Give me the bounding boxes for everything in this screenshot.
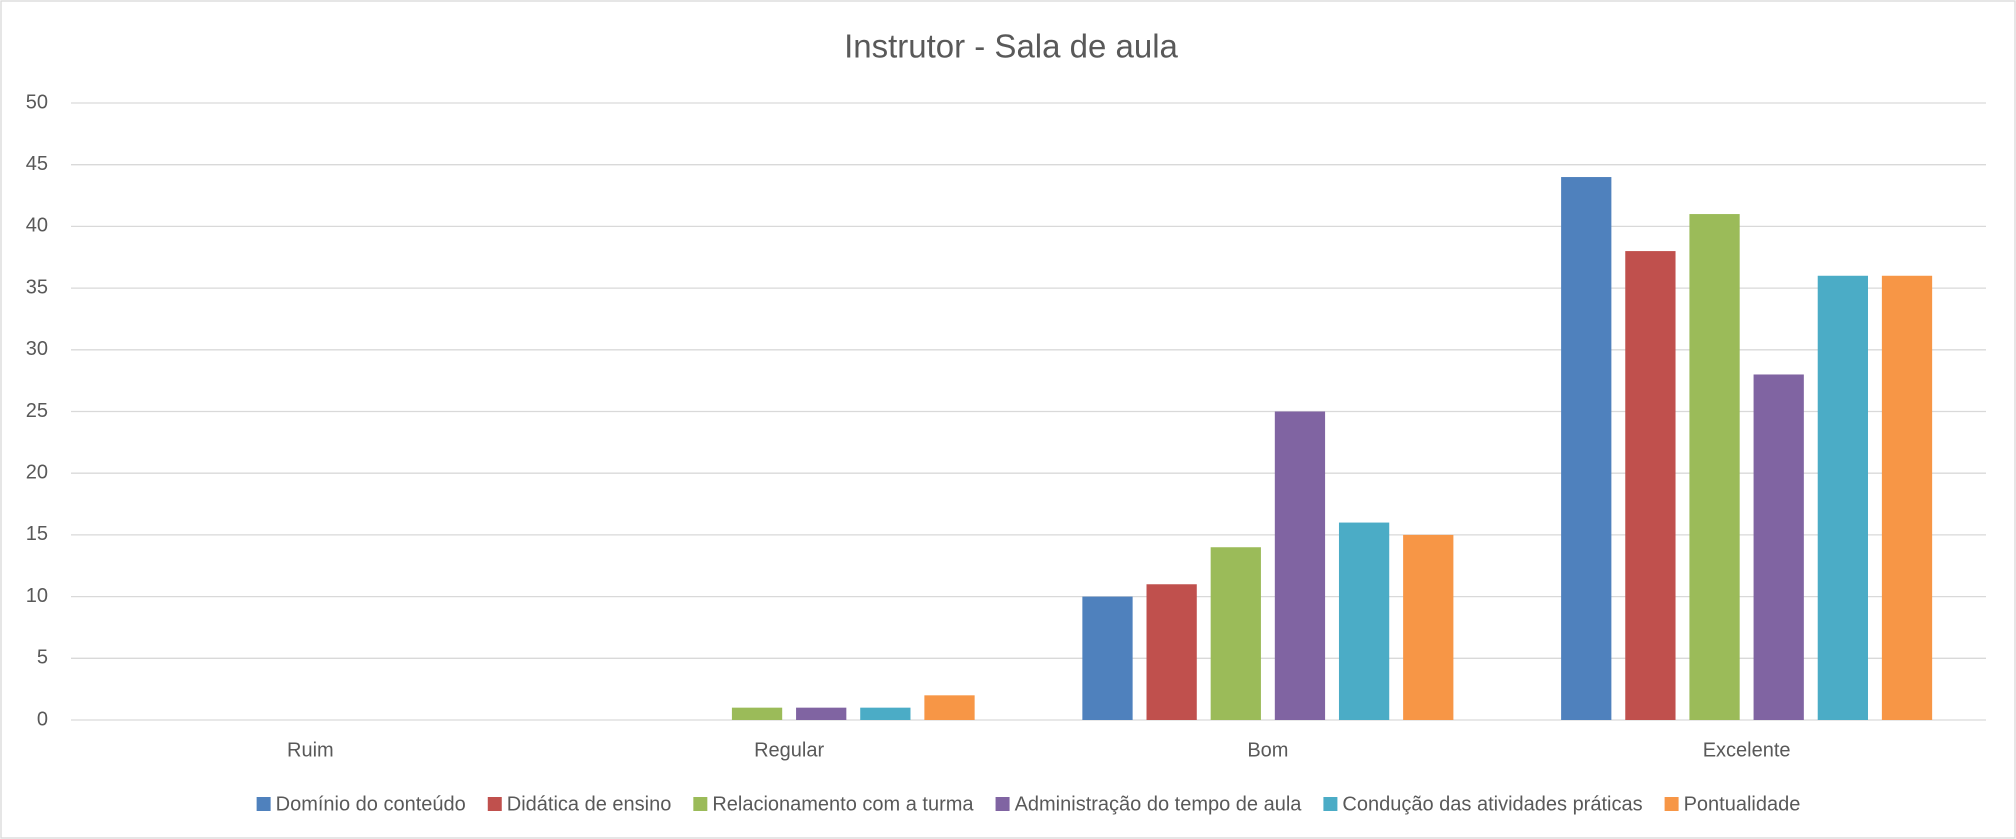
- y-tick-label: 50: [26, 91, 48, 113]
- legend-swatch: [995, 797, 1010, 811]
- x-tick-label: Excelente: [1703, 739, 1791, 761]
- bar: [1753, 374, 1804, 720]
- y-tick-label: 10: [26, 585, 48, 607]
- bar: [860, 707, 911, 720]
- y-tick-label: 15: [26, 523, 48, 545]
- legend: Domínio do conteúdo Didática de ensino Rel…: [256, 793, 1801, 815]
- legend-label: Administração do tempo de aula: [1015, 793, 1303, 815]
- bar: [1817, 275, 1868, 720]
- bar: [1561, 177, 1612, 721]
- chart-title: Instrutor - Sala de aula: [844, 28, 1178, 65]
- legend-swatch: [1664, 797, 1679, 811]
- y-tick-label: 35: [26, 276, 48, 298]
- legend-swatch: [693, 797, 708, 811]
- legend-label: Condução das atividades práticas: [1342, 793, 1642, 815]
- bar: [731, 707, 783, 720]
- bar: [1403, 534, 1454, 720]
- y-tick-label: 25: [26, 400, 48, 422]
- bar: [1274, 411, 1326, 720]
- bar: [924, 695, 975, 720]
- bar: [1689, 214, 1740, 720]
- legend-swatch: [1323, 797, 1338, 811]
- legend-swatch: [487, 797, 502, 811]
- legend-label: Domínio do conteúdo: [276, 793, 466, 815]
- y-tick-label: 30: [26, 338, 48, 360]
- legend-label: Relacionamento com a turma: [712, 793, 974, 815]
- bar: [796, 707, 847, 720]
- y-tick-label: 45: [26, 153, 48, 175]
- y-tick-label: 5: [37, 647, 48, 669]
- bar: [1881, 275, 1933, 720]
- legend-swatch: [256, 797, 271, 811]
- bar: [1082, 596, 1133, 720]
- y-tick-label: 0: [37, 708, 48, 730]
- y-tick-label: 20: [26, 461, 48, 483]
- bar: [1338, 522, 1390, 720]
- x-tick-label: Bom: [1247, 739, 1288, 761]
- y-tick-label: 40: [26, 215, 48, 237]
- bar: [1210, 547, 1261, 720]
- bar: [1625, 251, 1676, 720]
- legend-label: Didática de ensino: [507, 793, 672, 815]
- bar: [1146, 584, 1197, 720]
- x-tick-label: Ruim: [287, 739, 334, 761]
- x-tick-label: Regular: [754, 739, 824, 761]
- legend-label: Pontualidade: [1684, 793, 1801, 815]
